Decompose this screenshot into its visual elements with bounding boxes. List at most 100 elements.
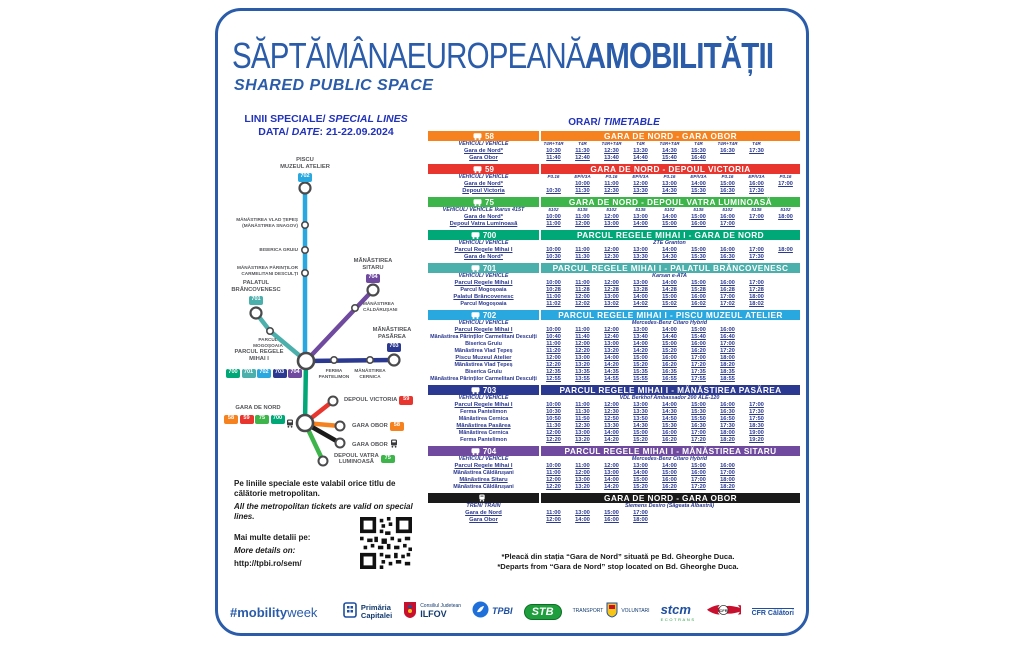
- departure-time: [771, 402, 800, 409]
- timetable-header-704: 704 PARCUL REGELE MIHAI I - MĂNĂSTIREA SI…: [428, 446, 800, 456]
- departure-time: 13:40: [604, 155, 619, 161]
- logo-ilfov: Consiliul Judetean ILFOV: [403, 601, 461, 624]
- line-badge-700: 700: [226, 369, 240, 378]
- station-pasarea: [387, 353, 401, 367]
- map-network-svg: [249, 181, 401, 467]
- departure-time: 13:20: [604, 348, 619, 354]
- departure-time: [771, 416, 800, 423]
- departure-time: 18:00: [720, 355, 735, 361]
- stop-name: Gara de Nord*: [464, 148, 503, 154]
- departure-time: 13:00: [604, 221, 619, 227]
- vehicle-code: 5135: [751, 207, 762, 213]
- stop-name: Parcul Regele Mihai I: [454, 327, 513, 333]
- date-label-en: DATE: [291, 126, 320, 139]
- vehicle-code: 5102: [664, 207, 675, 213]
- departure-time: [771, 369, 800, 376]
- departure-time: 12:00: [546, 355, 561, 361]
- stop-name: Gara de Nord*: [464, 214, 503, 220]
- garanord-badges: 58 59 75 700: [224, 415, 285, 433]
- label-palatul: PALATUL BRÂNCOVENESC: [231, 280, 281, 293]
- departure-time: [771, 362, 800, 369]
- details-url[interactable]: http://tpbi.ro/sem/: [234, 559, 302, 568]
- timetable-title: ORAR/ TIMETABLE: [568, 117, 660, 128]
- line-badge-702: 702: [257, 369, 271, 378]
- departure-time: 16:00: [720, 327, 735, 333]
- departure-time: 10:30: [546, 409, 561, 415]
- departure-time: 16:00: [662, 355, 677, 361]
- departure-time: 12:30: [604, 148, 619, 154]
- line-number-704: 704: [428, 446, 539, 456]
- departure-time: 13:30: [633, 254, 648, 260]
- departure-time: 14:40: [662, 334, 677, 340]
- stop-name: Mănăstirea Părinților Carmelitani Descul…: [430, 376, 537, 382]
- departure-time: 16:00: [691, 294, 706, 300]
- departure-time: 16:30: [720, 188, 735, 194]
- departure-time: 14:30: [662, 409, 677, 415]
- departure-time: 14:00: [662, 327, 677, 333]
- departure-time: 12:20: [575, 348, 590, 354]
- stop-name: Parcul Regele Mihai I: [454, 402, 513, 408]
- line-number-700: 700: [428, 230, 539, 240]
- departure-time: [771, 463, 800, 470]
- vehicle-code: EP/V3A: [632, 174, 649, 180]
- departure-time: 17:30: [749, 409, 764, 415]
- departure-time: 10:00: [546, 247, 561, 253]
- bus-icon: [471, 386, 480, 394]
- departure-time: 17:00: [749, 402, 764, 408]
- departure-time: 14:30: [633, 423, 648, 429]
- route-name-75: GARA DE NORD - DEPOUL VATRA LUMINOASĂ: [541, 197, 800, 207]
- timetable-702: 702 PARCUL REGELE MIHAI I - PISCU MUZEUL …: [428, 310, 800, 383]
- departure-time: 15:00: [662, 341, 677, 347]
- departure-time: 14:02: [633, 301, 648, 307]
- route-name-704: PARCUL REGELE MIHAI I - MĂNĂSTIREA SITAR…: [541, 446, 800, 456]
- details-en: More details on:: [234, 546, 296, 555]
- departure-time: 11:02: [546, 301, 561, 307]
- departure-time: 11:00: [546, 470, 561, 476]
- label-ferma: FERMA PANTELIMON: [318, 368, 350, 379]
- route-name-703: PARCUL REGELE MIHAI I - MĂNĂSTIREA PASĂR…: [541, 385, 800, 395]
- departure-time: 12:30: [575, 423, 590, 429]
- stop-name: Parcul Regele Mihai I: [454, 463, 513, 469]
- badge-pasarea: 703: [387, 343, 401, 352]
- line-number-text: 703: [482, 385, 497, 395]
- vehicle-label: VEHICUL/ VEHICLE: [458, 174, 509, 180]
- departure-time: [655, 510, 684, 517]
- line-number-59: 59: [428, 164, 539, 174]
- departure-time: [742, 517, 771, 524]
- poster-frame: SĂPTĂMÂNAEUROPEANĂAMOBILITĂȚII SHARED PU…: [215, 8, 809, 636]
- title-regular: SĂPTĂMÂNAEUROPEANĂ: [232, 35, 586, 76]
- vehicle-model: Mercedes-Benz Citaro Hybrid: [631, 456, 708, 462]
- vehicle-label: VEHICUL/ VEHICLE: [458, 395, 509, 401]
- bus-icon: [471, 264, 480, 272]
- departure-time: 11:30: [575, 148, 590, 154]
- departure-time: 13:30: [633, 148, 648, 154]
- timetable-header-703: 703 PARCUL REGELE MIHAI I - MĂNĂSTIREA PA…: [428, 385, 800, 395]
- vehicle-model: ZTE Granton: [653, 240, 686, 246]
- departure-time: 11:00: [575, 402, 590, 408]
- departure-time: 15:40: [691, 334, 706, 340]
- departure-time: 13:30: [604, 423, 619, 429]
- timetable-59: 59 GARA DE NORD - DEPOUL VICTORIA VEHICUL/…: [428, 164, 800, 195]
- departure-time: 17:35: [691, 369, 706, 375]
- departure-time: [771, 301, 800, 308]
- departure-time: [771, 437, 800, 444]
- departure-time: 15:00: [633, 477, 648, 483]
- logo-stb: STB: [523, 604, 562, 620]
- departure-time: 14:30: [662, 188, 677, 194]
- departure-time: 15:30: [691, 254, 706, 260]
- departure-time: 15:30: [662, 423, 677, 429]
- cfr-wings-icon: CFR: [706, 603, 751, 622]
- departure-time: 13:00: [633, 463, 648, 469]
- departure-time: 11:00: [546, 221, 561, 227]
- timetable-grid-703: VEHICUL/ VEHICLE VDL Berkhof Ambassador 2…: [428, 395, 800, 444]
- departure-time: 12:00: [575, 470, 590, 476]
- station-carmelitani: [301, 269, 310, 278]
- departure-time: 18:00: [633, 517, 648, 523]
- logo-tpbi: TPBI: [472, 601, 513, 623]
- label-hub: PARCUL REGELE MIHAI I: [234, 349, 284, 362]
- line-badge-704: 704: [366, 274, 380, 283]
- label-vatra-luminoasa: DEPOUL VATRA LUMINOASĂ 75: [334, 453, 395, 465]
- stop-name: Gara de Nord*: [464, 254, 503, 260]
- departure-time: 17:20: [691, 362, 706, 368]
- page-title: SĂPTĂMÂNAEUROPEANĂAMOBILITĂȚII: [232, 35, 774, 77]
